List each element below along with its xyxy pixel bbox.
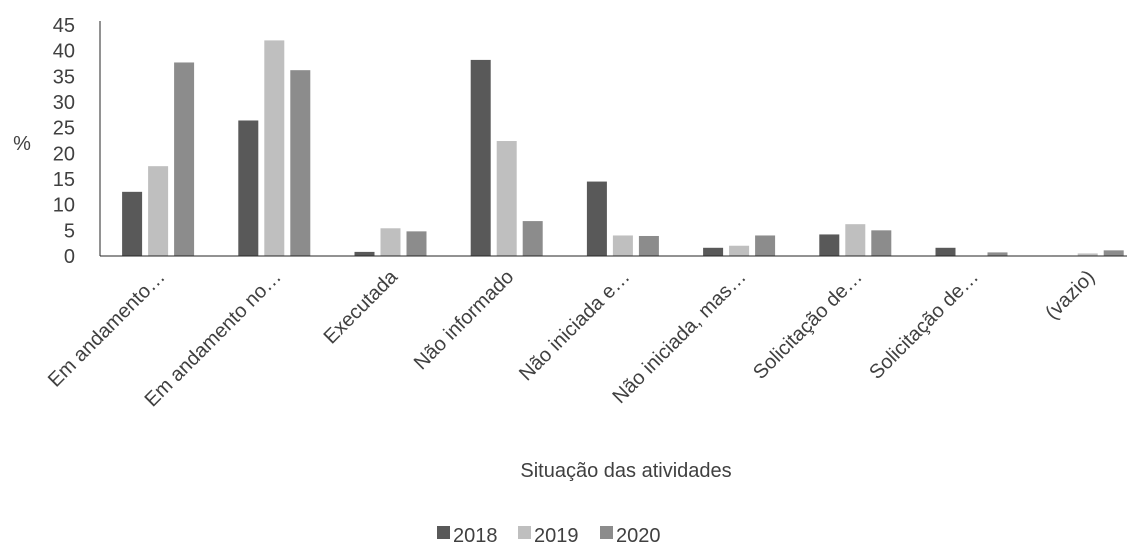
x-category-label: Executada [320, 265, 403, 348]
bar-2018 [586, 181, 607, 256]
y-tick-label: 0 [64, 246, 75, 268]
x-axis-title: Situação das atividades [520, 460, 731, 482]
bar-2018 [819, 234, 840, 256]
bar-2020 [522, 221, 543, 256]
bar-2019 [380, 228, 401, 256]
bar-2019 [148, 166, 169, 256]
legend-label-2019: 2019 [534, 525, 579, 547]
bar-2019 [729, 245, 750, 256]
bar-2019 [1077, 253, 1098, 256]
y-tick-label: 15 [53, 169, 75, 191]
legend-swatch-2018 [437, 526, 450, 539]
bar-2019 [264, 40, 285, 257]
bar-2020 [174, 62, 195, 257]
y-tick-label: 20 [53, 143, 75, 165]
bar-2020 [1103, 250, 1124, 256]
bar-2019 [496, 141, 517, 256]
legend-label-2020: 2020 [616, 525, 661, 547]
bar-2018 [703, 247, 724, 256]
bar-2020 [987, 252, 1008, 256]
bar-2018 [238, 120, 259, 256]
bars [122, 40, 1124, 257]
x-category-label: Solicitação de… [749, 266, 867, 384]
x-category-label: Solicitação de… [865, 266, 983, 384]
y-tick-label: 25 [53, 118, 75, 140]
x-category-label: Não informado [410, 266, 518, 374]
bar-2018 [935, 247, 956, 256]
bar-2020 [290, 70, 311, 256]
bar-2018 [122, 191, 143, 256]
bar-2018 [354, 251, 375, 256]
y-tick-label: 35 [53, 66, 75, 88]
legend-swatch-2019 [518, 526, 531, 539]
bar-2020 [406, 231, 427, 256]
x-category-label: Não iniciada e… [515, 266, 634, 385]
y-tick-label: 45 [53, 15, 75, 37]
bar-2019 [845, 224, 866, 256]
legend-swatch-2020 [600, 526, 613, 539]
y-tick-label: 40 [53, 41, 75, 63]
x-category-label: Em andamento… [44, 266, 170, 392]
y-tick-label: 5 [64, 220, 75, 242]
bar-2020 [638, 235, 659, 256]
y-tick-label: 10 [53, 195, 75, 217]
legend-label-2018: 2018 [453, 525, 498, 547]
category-labels: Em andamento…Em andamento no… Executada Nã… [44, 265, 1099, 411]
y-axis: 0 5 10 15 20 25 30 35 40 45 [53, 15, 101, 268]
bar-2020 [871, 230, 892, 256]
y-tick-label: 30 [53, 92, 75, 114]
bar-2018 [470, 59, 491, 257]
bar-2019 [612, 235, 633, 256]
legend: 2018 2019 2020 [437, 525, 661, 547]
bar-2020 [755, 235, 776, 256]
x-category-label: Não iniciada, mas… [609, 266, 751, 408]
x-category-label: (vazio) [1041, 266, 1099, 324]
y-axis-title: % [13, 133, 31, 155]
